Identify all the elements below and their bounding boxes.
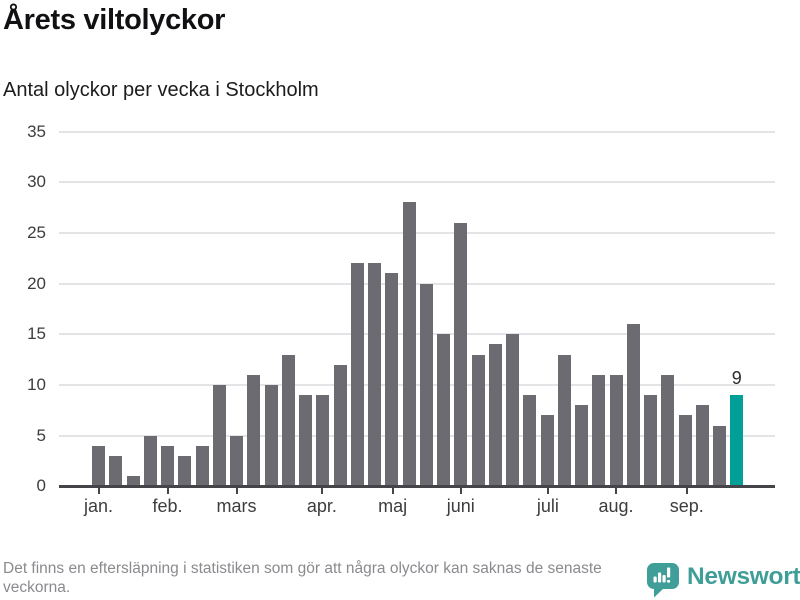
- gridline-y5: [59, 434, 775, 437]
- bar-week-3: [126, 476, 140, 487]
- bar-week-20: [419, 283, 433, 487]
- x-axis-label: sep.: [669, 496, 704, 517]
- page-title: Årets viltolyckor: [3, 4, 226, 36]
- bar-week-17: [368, 263, 381, 487]
- bar-week-35: [678, 415, 692, 487]
- x-axis-label: jan.: [83, 496, 114, 517]
- y-axis-label: 35: [27, 121, 46, 141]
- bar-week-18: [385, 273, 399, 487]
- x-tick-mars: [235, 487, 238, 494]
- bar-week-21: [437, 334, 450, 487]
- x-axis-label: maj: [378, 496, 408, 517]
- bar-week-8: [212, 385, 226, 487]
- y-axis-label: 30: [27, 172, 46, 192]
- bar-week-19: [402, 202, 416, 487]
- bar-week-34: [661, 374, 675, 487]
- y-axis-label: 15: [27, 324, 46, 344]
- x-axis-label: juli: [536, 496, 559, 517]
- bar-week-10: [247, 374, 261, 487]
- bar-week-33: [644, 395, 657, 487]
- x-tick-juni: [459, 487, 462, 494]
- bar-week-28: [557, 354, 571, 487]
- gridline-y35: [59, 130, 775, 133]
- newsworthy-brand: Newsworthy: [646, 562, 800, 598]
- bar-week-38: [730, 395, 744, 487]
- bar-week-27: [540, 415, 554, 487]
- x-tick-aug: [615, 487, 617, 494]
- bar-week-11: [264, 385, 278, 487]
- bar-week-15: [333, 364, 347, 487]
- bar-week-9: [230, 435, 243, 487]
- x-tick-maj: [391, 487, 394, 494]
- bar-week-29: [575, 405, 588, 487]
- x-tick-juli: [546, 487, 549, 494]
- bar-week-1: [92, 445, 105, 487]
- bar-week-4: [143, 435, 157, 487]
- x-tick-jan: [97, 487, 100, 494]
- bar-week-30: [592, 374, 606, 487]
- brand-wordmark: Newsworthy: [687, 563, 800, 590]
- bar-week-25: [506, 334, 519, 487]
- x-axis-label: aug.: [598, 496, 634, 517]
- gridline-y30: [59, 181, 775, 184]
- gridline-y10: [59, 384, 775, 386]
- x-axis-label: feb.: [152, 496, 183, 517]
- x-tick-sep: [685, 487, 688, 494]
- bar-week-31: [609, 374, 623, 487]
- logo-bar-1: [653, 576, 657, 583]
- bar-week-13: [299, 395, 312, 487]
- x-axis-label: mars: [216, 496, 257, 517]
- gridline-y25: [59, 231, 775, 234]
- chart-subtitle: Antal olyckor per vecka i Stockholm: [3, 79, 319, 101]
- bar-week-26: [523, 395, 537, 487]
- bar-week-14: [316, 395, 330, 487]
- bar-week-23: [471, 354, 485, 487]
- bar-week-16: [350, 263, 364, 487]
- logo-bar-2: [658, 572, 662, 583]
- x-tick-apr: [320, 487, 323, 494]
- bar-week-7: [195, 445, 209, 487]
- y-axis-label: 0: [36, 476, 46, 496]
- bar-week-22: [454, 222, 468, 487]
- bar-week-2: [109, 455, 123, 487]
- bar-week-32: [626, 324, 640, 487]
- bar-week-6: [178, 455, 192, 487]
- bar-week-5: [161, 445, 174, 487]
- gridline-y15: [59, 333, 775, 336]
- logo-bar-3: [662, 575, 666, 583]
- logo-exclamation-dot: [667, 580, 671, 583]
- x-axis-line: [59, 485, 775, 488]
- logo-exclamation-bar: [667, 567, 671, 578]
- x-tick-feb: [166, 487, 169, 494]
- highlight-value-label: 9: [731, 368, 742, 389]
- newsworthy-logo-icon: [647, 563, 679, 598]
- y-axis-label: 25: [27, 222, 46, 242]
- x-axis-label: juni: [446, 496, 475, 517]
- y-axis-label: 10: [27, 375, 46, 394]
- y-axis-label: 20: [27, 273, 46, 293]
- footnote: Det finns en eftersläpning i statistiken…: [3, 560, 602, 596]
- bar-week-24: [488, 344, 502, 487]
- y-axis-label: 5: [36, 425, 46, 445]
- bar-week-37: [713, 425, 726, 487]
- bar-week-36: [695, 405, 709, 487]
- x-axis-label: apr.: [306, 496, 337, 517]
- gridline-y20: [59, 282, 775, 285]
- bar-week-12: [281, 354, 295, 487]
